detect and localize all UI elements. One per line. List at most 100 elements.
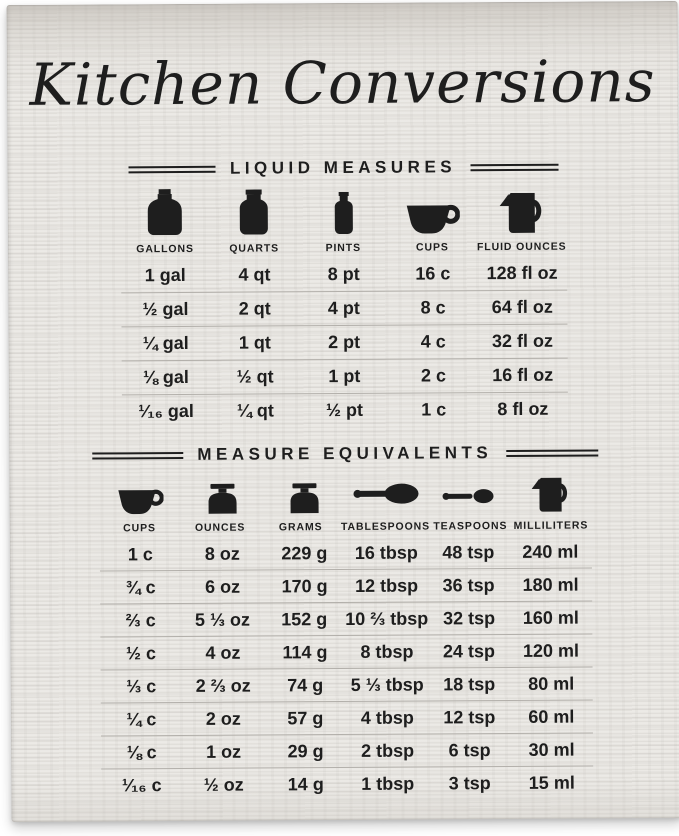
column-label: OUNCES — [194, 521, 246, 534]
gallon-jug-icon — [120, 189, 209, 236]
column-label: GALLONS — [136, 242, 194, 256]
section-measure-equivalents: MEASURE EQUIVALENTS CUPS OUNCES GRAMS TABLE… — [9, 441, 679, 802]
value-cell: 152 g — [281, 608, 328, 629]
table-row: ½ c 4 oz 114 g 8 tbsp 24 tsp 120 ml — [99, 633, 593, 670]
value-cell: 4 pt — [327, 297, 360, 319]
column-label: PINTS — [325, 241, 362, 255]
value-cell: 36 tsp — [442, 574, 495, 595]
column-label: TEASPOONS — [433, 520, 508, 533]
value-cell: 1 oz — [205, 741, 242, 762]
value-cell: 12 tbsp — [354, 575, 419, 596]
value-cell: 2 pt — [328, 331, 361, 353]
column-labels: GALLONS QUARTS PINTS CUPS FLUID OUNCES — [120, 241, 566, 256]
table-row: ½ gal 2 qt 4 pt 8 c 64 fl oz — [120, 289, 567, 327]
value-cell: ½ gal — [142, 298, 189, 320]
column-label: MILLILITERS — [513, 519, 589, 532]
value-cell: ½ c — [125, 642, 157, 663]
column-label: CUPS — [123, 522, 156, 535]
teaspoon-icon — [427, 488, 509, 513]
section-heading-text: MEASURE EQUIVALENTS — [197, 443, 493, 464]
value-cell: 16 tbsp — [354, 542, 418, 563]
column-label: GRAMS — [278, 521, 323, 534]
double-rule-right — [506, 448, 598, 457]
value-cell: ¾ c — [125, 576, 156, 597]
table-row: ⅛ c 1 oz 29 g 2 tbsp 6 tsp 30 ml — [100, 732, 593, 769]
poster-title: Kitchen Conversions — [29, 47, 656, 119]
value-cell: 180 ml — [522, 574, 579, 595]
value-cell: 4 qt — [238, 264, 271, 285]
value-cell: 1 tbsp — [361, 773, 415, 794]
value-cell: 12 tsp — [443, 706, 496, 727]
value-cell: 16 c — [415, 263, 451, 284]
value-cell: 14 g — [287, 773, 324, 794]
column-label: FLUID OUNCES — [476, 240, 567, 254]
value-cell: 64 fl oz — [491, 296, 553, 318]
value-cell: 6 oz — [204, 576, 241, 597]
value-cell: ⅛ gal — [142, 366, 189, 388]
value-cell: ¼ c — [126, 708, 157, 729]
value-cell: 8 fl oz — [497, 398, 549, 420]
teacup-icon — [388, 203, 477, 234]
value-cell: ½ oz — [203, 774, 244, 795]
double-rule-right — [470, 163, 559, 171]
value-cell: ¹⁄₁₆ c — [121, 774, 162, 795]
value-cell: 10 ⅔ tbsp — [345, 607, 429, 629]
value-cell: 2 ⅔ oz — [195, 675, 251, 696]
value-cell: 80 ml — [528, 673, 575, 694]
value-cell: 57 g — [287, 707, 324, 728]
table-row: ⅔ c 5 ⅓ oz 152 g 10 ⅔ tbsp 32 tsp 160 ml — [99, 600, 592, 637]
column-icons — [120, 185, 566, 236]
value-cell: ¹⁄₁₆ gal — [138, 400, 194, 422]
value-cell: 5 ⅓ tbsp — [350, 674, 424, 695]
value-cell: 8 c — [420, 297, 446, 318]
value-cell: 16 fl oz — [492, 364, 554, 386]
value-cell: 4 c — [420, 331, 446, 352]
value-cell: 24 tsp — [442, 640, 496, 661]
teacup-icon — [99, 488, 181, 515]
value-cell: 30 ml — [528, 739, 575, 760]
value-cell: 48 tsp — [442, 541, 495, 562]
value-cell: 229 g — [281, 542, 328, 563]
value-cell: ½ pt — [325, 399, 364, 421]
value-cell: 60 ml — [528, 706, 575, 727]
value-cell: 3 tsp — [448, 772, 491, 793]
column-label: TABLESPOONS — [340, 520, 431, 534]
table-row: ⅓ c 2 ⅔ oz 74 g 5 ⅓ tbsp 18 tsp 80 ml — [100, 666, 593, 703]
measure-equivalents-table: CUPS OUNCES GRAMS TABLESPOONS TEASPOONS MILLI… — [99, 473, 593, 802]
section-liquid-measures: LIQUID MEASURES GALLONS QUARTS PINTS CUPS FL… — [7, 155, 679, 429]
measuring-cup-icon — [477, 192, 566, 234]
table-row: 1 gal 4 qt 8 pt 16 c 128 fl oz — [121, 257, 567, 293]
value-cell: 74 g — [287, 674, 324, 695]
column-icons — [99, 473, 591, 515]
value-cell: 1 pt — [328, 365, 361, 387]
value-cell: 29 g — [287, 740, 324, 761]
value-cell: ⅛ c — [126, 741, 157, 762]
value-cell: ½ qt — [236, 366, 274, 387]
table-rows: 1 gal 4 qt 8 pt 16 c 128 fl oz ½ gal 2 qt 4 pt 8… — [120, 257, 568, 429]
quart-jar-icon — [209, 189, 298, 235]
value-cell: 170 g — [281, 575, 328, 596]
value-cell: 240 ml — [522, 541, 579, 562]
value-cell: 5 ⅓ oz — [194, 609, 251, 630]
table-row: ¾ c 6 oz 170 g 12 tbsp 36 tsp 180 ml — [99, 567, 592, 604]
value-cell: 128 fl oz — [486, 262, 558, 284]
value-cell: 1 qt — [238, 332, 271, 353]
value-cell: 2 tbsp — [360, 740, 415, 761]
value-cell: ¼ qt — [236, 400, 274, 421]
value-cell: 8 pt — [327, 263, 360, 285]
value-cell: 8 oz — [204, 543, 240, 564]
value-cell: 1 c — [421, 399, 447, 420]
value-cell: 4 oz — [205, 642, 241, 663]
column-label: CUPS — [415, 241, 449, 254]
value-cell: 2 c — [420, 365, 447, 386]
column-label: QUARTS — [229, 242, 280, 255]
table-rows: 1 c 8 oz 229 g 16 tbsp 48 tsp 240 ml ¾ c 6 oz 17… — [99, 535, 593, 802]
double-rule-left — [127, 165, 216, 173]
value-cell: 18 tsp — [443, 673, 496, 694]
table-row: ¼ c 2 oz 57 g 4 tbsp 12 tsp 60 ml — [100, 699, 593, 736]
value-cell: 4 tbsp — [360, 707, 414, 728]
table-row: ¹⁄₁₆ gal ¼ qt ½ pt 1 c 8 fl oz — [121, 391, 568, 429]
value-cell: ⅔ c — [125, 609, 156, 630]
value-cell: 1 c — [127, 543, 153, 564]
kitchen-conversions-poster: Kitchen Conversions LIQUID MEASURES GALL… — [6, 0, 679, 823]
